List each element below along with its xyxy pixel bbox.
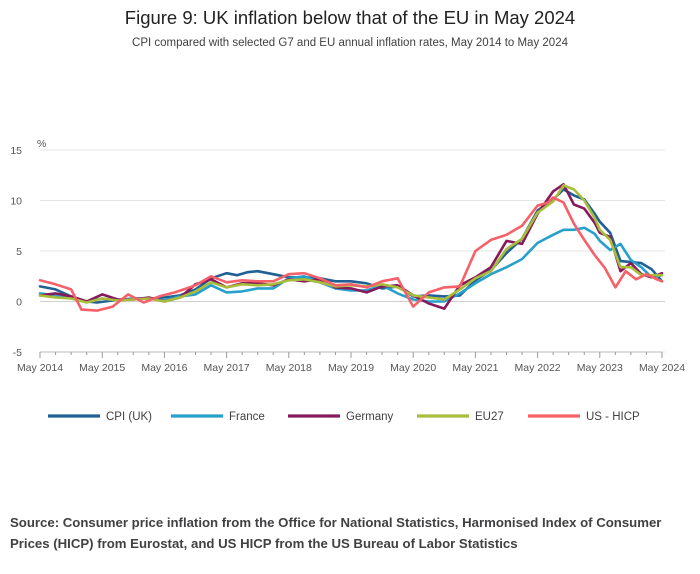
x-tick-label: May 2017 [204, 362, 250, 374]
y-tick-label: 15 [10, 145, 22, 157]
line-chart: 15 10 5 0 -5% May 2014 May 2015 May 2016 May 201… [10, 138, 685, 423]
series-lines [38, 183, 664, 312]
x-tick-label: May 2015 [79, 362, 125, 374]
legend-label-germany: Germany [346, 411, 394, 423]
x-tick-label: May 2024 [639, 362, 685, 374]
legend: CPI (UK) France Germany EU27 US - HICP [48, 411, 640, 423]
legend-label-france: France [229, 411, 265, 423]
y-tick-label: -5 [13, 347, 22, 359]
x-tick-label: May 2018 [266, 362, 312, 374]
gridlines [40, 149, 665, 353]
y-tick-label: 0 [16, 297, 22, 309]
y-tick-label: 10 [10, 196, 22, 208]
chart-title: Figure 9: UK inflation below that of the… [124, 7, 576, 28]
y-tick-label: 5 [16, 246, 22, 258]
x-tick-label: May 2022 [515, 362, 561, 374]
series-line-us-hicp [38, 196, 664, 312]
x-tick-label: May 2021 [452, 362, 498, 374]
y-axis-unit-label: % [37, 138, 46, 150]
legend-label-eu27: EU27 [475, 411, 504, 423]
x-tick-label: May 2023 [577, 362, 623, 374]
chart-subtitle: CPI compared with selected G7 and EU ann… [132, 37, 568, 49]
axes: 15 10 5 0 -5% May 2014 May 2015 May 2016 May 201… [10, 138, 685, 374]
x-tick-label: May 2020 [390, 362, 436, 374]
source-note: Source: Consumer price inflation from th… [10, 515, 662, 551]
x-tick-label: May 2016 [141, 362, 187, 374]
series-line-france [38, 226, 664, 303]
legend-label-cpi-uk: CPI (UK) [106, 411, 152, 423]
x-tick-label: May 2019 [328, 362, 374, 374]
legend-label-us-hicp: US - HICP [586, 411, 640, 423]
x-tick-label: May 2014 [17, 362, 63, 374]
